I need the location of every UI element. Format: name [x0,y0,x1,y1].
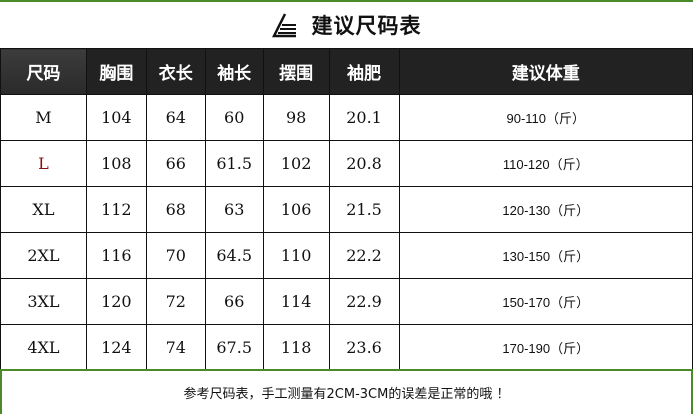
measure-cell: 102 [262,140,330,187]
measure-cell: 98 [262,94,330,141]
weight-cell: 90-110（斤） [398,94,693,141]
measure-cell: 112 [85,186,147,233]
measure-cell: 21.5 [328,186,400,233]
top-accent-bar [0,0,693,2]
measure-cell: 64 [145,94,206,141]
header-row: 尺码 胸围 衣长 袖长 摆围 袖肥 建议体重 [0,48,693,95]
size-cell: 2XL [0,232,87,279]
size-cell: M [0,94,87,141]
measure-cell: 106 [262,186,330,233]
column-header: 建议体重 [398,48,693,95]
measure-cell: 104 [85,94,147,141]
column-header: 摆围 [262,48,330,95]
measure-cell: 20.1 [328,94,400,141]
page-title: 建议尺码表 [311,14,422,38]
size-cell: L [0,140,87,187]
measure-cell: 124 [85,324,147,371]
weight-cell: 120-130（斤） [398,186,693,233]
column-header: 尺码 [0,48,87,95]
table-row: 2XL 116 70 64.5 110 22.2 130-150（斤） [0,232,693,279]
triangle-logo-icon [271,13,296,38]
weight-cell: 170-190（斤） [398,324,693,371]
weight-cell: 130-150（斤） [398,232,693,279]
column-header: 衣长 [145,48,206,95]
measure-cell: 74 [145,324,206,371]
weight-cell: 110-120（斤） [398,140,693,187]
measure-cell: 67.5 [204,324,264,371]
size-cell: 4XL [0,324,87,371]
column-header: 胸围 [85,48,147,95]
size-cell: XL [0,186,87,233]
measure-cell: 120 [85,278,147,325]
measure-cell: 66 [204,278,264,325]
measure-cell: 68 [145,186,206,233]
title-bar: 建议尺码表 [0,2,693,48]
measure-cell: 23.6 [328,324,400,371]
measure-cell: 72 [145,278,206,325]
measure-cell: 20.8 [328,140,400,187]
column-header: 袖肥 [328,48,400,95]
weight-cell: 150-170（斤） [398,278,693,325]
table-row: L 108 66 61.5 102 20.8 110-120（斤） [0,140,693,187]
measure-cell: 118 [262,324,330,371]
measure-cell: 60 [204,94,264,141]
measure-cell: 70 [145,232,206,279]
measure-cell: 63 [204,186,264,233]
footer-note: 参考尺码表，手工测量有2CM-3CM的误差是正常的哦 ！ [0,369,693,414]
measure-cell: 108 [85,140,147,187]
column-header: 袖长 [204,48,264,95]
measure-cell: 61.5 [204,140,264,187]
measure-cell: 22.2 [328,232,400,279]
table-row: M 104 64 60 98 20.1 90-110（斤） [0,94,693,141]
measure-cell: 114 [262,278,330,325]
size-table: 尺码 胸围 衣长 袖长 摆围 袖肥 建议体重 M 104 64 60 98 20.1 90-110（斤）… [0,48,693,371]
table-row: 3XL 120 72 66 114 22.9 150-170（斤） [0,278,693,325]
table-row: 4XL 124 74 67.5 118 23.6 170-190（斤） [0,324,693,371]
measure-cell: 66 [145,140,206,187]
table-row: XL 112 68 63 106 21.5 120-130（斤） [0,186,693,233]
measure-cell: 64.5 [204,232,264,279]
measure-cell: 22.9 [328,278,400,325]
measure-cell: 116 [85,232,147,279]
measure-cell: 110 [262,232,330,279]
footer-text: 参考尺码表，手工测量有2CM-3CM的误差是正常的哦 ！ [183,387,510,402]
size-cell: 3XL [0,278,87,325]
